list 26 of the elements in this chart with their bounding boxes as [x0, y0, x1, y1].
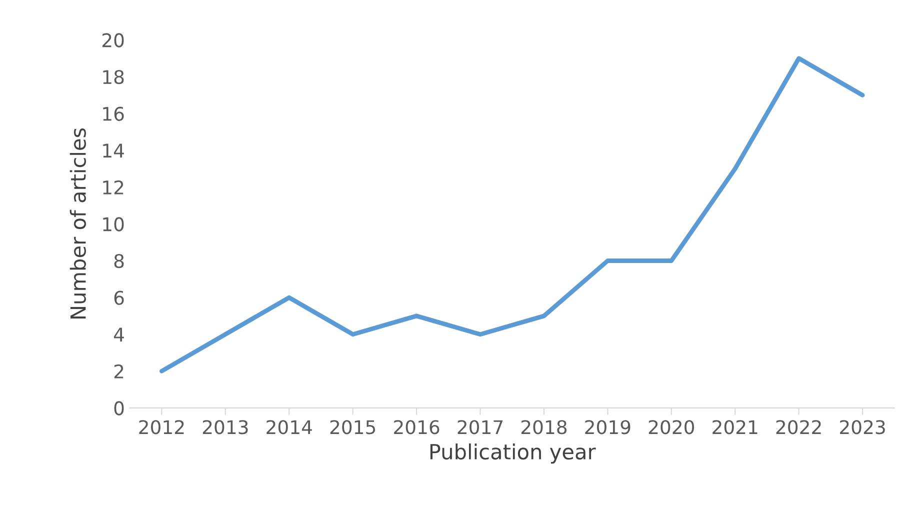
y-tick-label: 16 [103, 106, 124, 121]
x-tick-label: 2017 [458, 420, 503, 434]
y-tick-label: 18 [103, 70, 124, 84]
y-tick-label: 10 [103, 217, 124, 232]
x-tick-label: 2013 [202, 420, 248, 434]
x-tick-label: 2021 [712, 420, 758, 434]
x-tick-label: 2018 [521, 420, 567, 434]
x-tick-label: 2012 [139, 420, 184, 434]
x-tick-label: 2015 [330, 420, 376, 434]
y-tick-label: 12 [103, 180, 124, 194]
y-tick-label: 20 [102, 33, 124, 48]
y-tick-label: 4 [114, 328, 124, 342]
x-tick-label: 2023 [840, 420, 885, 434]
x-tick-label: 2022 [776, 420, 821, 434]
x-tick-label: 2019 [585, 420, 630, 434]
y-tick-label: 14 [103, 144, 124, 158]
x-tick-label: 2016 [394, 420, 440, 434]
line-series [159, 56, 865, 374]
y-tick-label: 2 [114, 364, 124, 378]
y-tick-label: 8 [114, 254, 124, 268]
x-tick-label: 2020 [648, 420, 694, 434]
y-tick-label: 0 [114, 401, 124, 416]
y-axis-title: Number of articles [70, 128, 86, 319]
x-tick-label: 2014 [266, 420, 312, 434]
x-axis-title: Publication year [430, 443, 596, 464]
y-tick-label: 6 [114, 290, 124, 305]
